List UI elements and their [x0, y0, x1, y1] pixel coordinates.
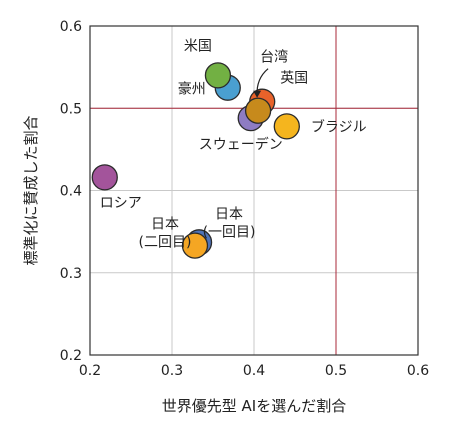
point-label: 台湾: [260, 49, 288, 66]
x-tick-label: 0.2: [79, 363, 101, 379]
x-tick-label: 0.6: [407, 363, 429, 379]
point-label: 米国: [184, 38, 212, 54]
y-axis-ticks: 0.2 0.3 0.4 0.5 0.6: [60, 19, 82, 364]
y-tick-label: 0.4: [60, 184, 82, 200]
y-tick-label: 0.5: [60, 101, 82, 117]
x-tick-label: 0.3: [161, 363, 183, 379]
data-point: [204, 62, 232, 89]
point-label: 日本(二回目): [138, 217, 191, 251]
point-label: 日本(一回目): [203, 206, 256, 240]
point-label: ロシア: [100, 195, 142, 211]
x-tick-label: 0.4: [243, 363, 265, 379]
data-points: [91, 62, 300, 259]
arrowhead: [253, 90, 262, 98]
data-point: [91, 164, 118, 191]
y-tick-label: 0.3: [60, 266, 82, 282]
point-label: ブラジル: [311, 118, 367, 135]
data-point: [181, 232, 209, 259]
point-label: スウェーデン: [199, 136, 283, 153]
y-axis-title: 標準化に賛成した割合: [22, 115, 40, 265]
data-point: [273, 113, 300, 140]
plot-frame: [89, 25, 419, 356]
point-label: 英国: [280, 70, 308, 87]
data-point: [244, 97, 272, 124]
x-axis-ticks: 0.2 0.3 0.4 0.5 0.6: [79, 363, 429, 379]
grid: [90, 26, 418, 355]
x-axis-title: 世界優先型 AIを選んだ割合: [162, 397, 346, 415]
point-label: 豪州: [178, 82, 206, 98]
y-tick-label: 0.2: [60, 348, 82, 364]
y-tick-label: 0.6: [60, 19, 82, 35]
x-tick-label: 0.5: [325, 363, 347, 379]
